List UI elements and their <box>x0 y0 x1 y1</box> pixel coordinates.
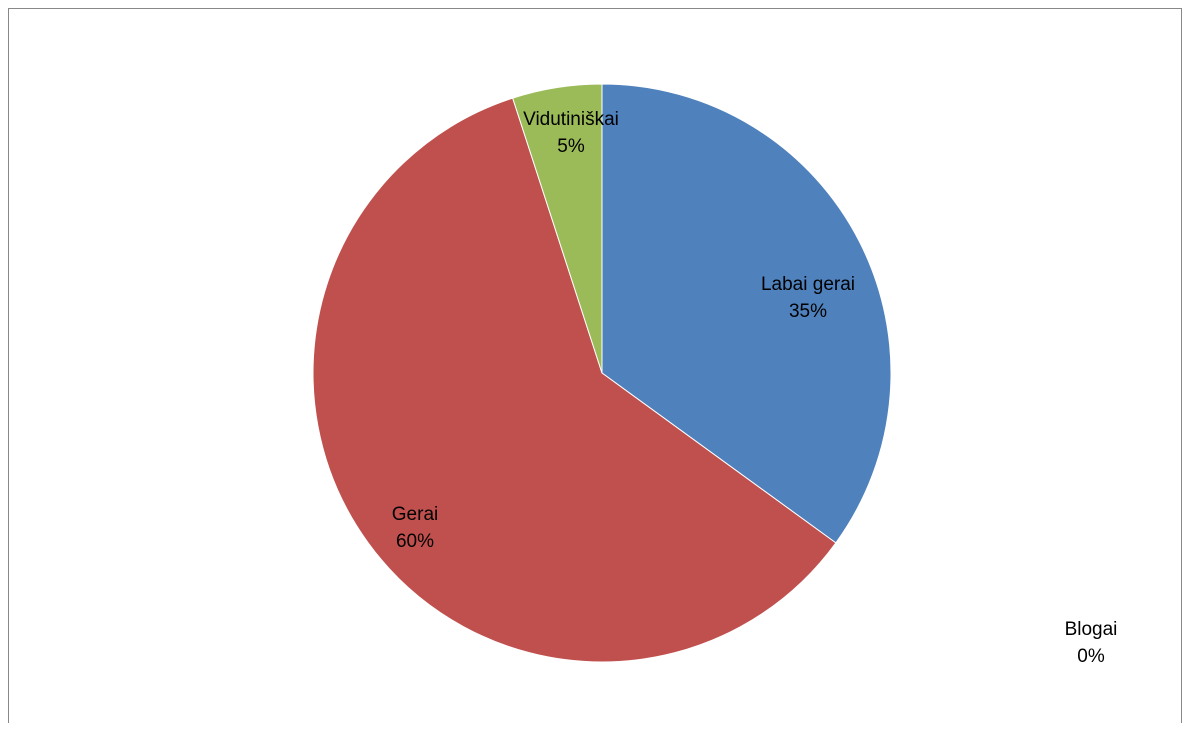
data-label-blogai: Blogai 0% <box>1065 619 1118 667</box>
pie-slice-labai-gerai <box>601 83 892 544</box>
pie-labels: Labai gerai 35% Gerai 60% Vidutiniškai 5% Blog… <box>392 109 1118 667</box>
pie-slice-gerai <box>312 97 837 663</box>
data-label-percent: 35% <box>789 301 827 322</box>
data-label-percent: 0% <box>1077 646 1105 667</box>
chart-area: Labai gerai 35% Gerai 60% Vidutiniškai 5% Blog… <box>8 8 1182 723</box>
data-label-labai-gerai: Labai gerai 35% <box>761 274 855 322</box>
data-label-percent: 60% <box>396 531 434 552</box>
data-label-gerai: Gerai 60% <box>392 504 438 552</box>
data-label-percent: 5% <box>557 136 585 157</box>
data-label-category: Labai gerai <box>761 274 855 295</box>
pie-chart: Labai gerai 35% Gerai 60% Vidutiniškai 5% Blog… <box>312 83 1118 667</box>
pie-slice-vidutiniskai <box>512 83 603 374</box>
data-label-vidutiniskai: Vidutiniškai 5% <box>523 109 619 157</box>
data-label-category: Vidutiniškai <box>523 109 619 130</box>
data-label-category: Gerai <box>392 504 438 525</box>
pie-slices <box>312 83 892 663</box>
data-label-category: Blogai <box>1065 619 1118 640</box>
